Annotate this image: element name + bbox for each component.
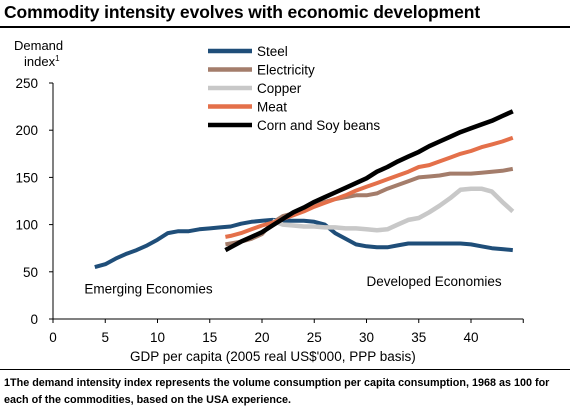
- y-axis-label-line2: index1: [24, 54, 60, 69]
- x-tick-label: 35: [411, 330, 426, 345]
- y-tick-label: 150: [15, 170, 38, 185]
- series-line-copper: [271, 186, 515, 233]
- y-tick-label: 0: [30, 312, 38, 327]
- y-tick-label: 250: [15, 76, 38, 91]
- annotation-label: Emerging Economies: [84, 282, 213, 297]
- annotation-label: Developed Economies: [367, 274, 502, 289]
- x-tick-label: 15: [202, 330, 217, 345]
- legend: Steel Electricity Copper Meat Corn and Soy b…: [208, 44, 380, 133]
- y-axis-label-line1: Demand: [14, 38, 63, 53]
- line-chart: Demand index1 0 50 100 150 200 250 0 5 10 15 20 25…: [14, 38, 524, 364]
- x-tick-label: 0: [49, 330, 57, 345]
- x-tick-label: 10: [150, 330, 165, 345]
- series-line-electricity: [225, 166, 514, 247]
- chart-title: Commodity intensity evolves with economi…: [4, 2, 481, 22]
- footnote: 1The demand intensity index represents t…: [4, 377, 550, 406]
- x-tick-label: 25: [307, 330, 322, 345]
- y-tick-label: 100: [15, 218, 38, 233]
- y-tick-label: 200: [15, 123, 38, 138]
- legend-label: Copper: [257, 81, 302, 96]
- series-lines: [94, 109, 515, 270]
- x-tick-label: 30: [359, 330, 374, 345]
- legend-label: Electricity: [257, 63, 315, 78]
- x-tick-label: 20: [254, 330, 269, 345]
- legend-label: Corn and Soy beans: [257, 118, 380, 133]
- x-axis-label: GDP per capita (2005 real US$'000, PPP b…: [130, 349, 416, 364]
- annotations: Emerging Economies Developed Economies: [84, 274, 501, 297]
- series-line-corn-and-soy-beans: [224, 109, 514, 253]
- series-line-meat: [225, 135, 514, 239]
- legend-label: Meat: [257, 100, 287, 115]
- y-tick-label: 50: [23, 265, 38, 280]
- y-axis-label-word: index: [24, 54, 56, 69]
- legend-label: Steel: [257, 44, 288, 59]
- x-axis: 0 5 10 15 20 25 30 35 40: [49, 318, 524, 345]
- x-tick-label: 40: [463, 330, 478, 345]
- footnote-divider: [0, 369, 570, 370]
- title-divider: [0, 26, 570, 28]
- x-tick-label: 5: [101, 330, 109, 345]
- series-line-steel: [94, 217, 513, 270]
- y-axis-label-superscript: 1: [55, 54, 60, 63]
- y-axis: 0 50 100 150 200 250: [15, 76, 54, 327]
